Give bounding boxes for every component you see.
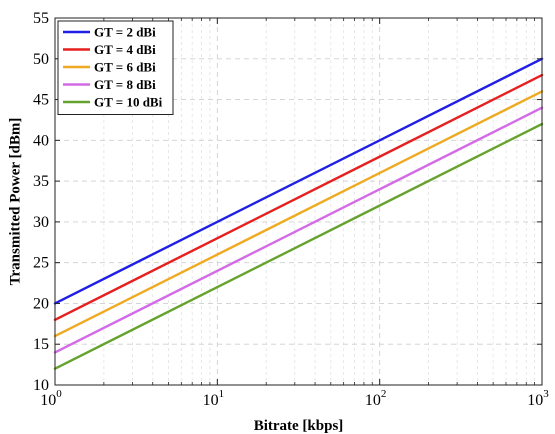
series-line [53,106,544,354]
y-tick-label: 25 [33,255,49,272]
x-axis-title: Bitrate [kbps] [254,418,344,434]
x-tick-label: 101 [203,388,225,409]
legend: GT = 2 dBi GT = 4 dBi GT = 6 dBi GT = 8 dBi… [57,20,174,115]
series-line [53,122,544,370]
legend-label: GT = 8 dBi [94,77,156,92]
x-tick-label: 100 [40,388,62,409]
legend-label: GT = 2 dBi [94,25,156,40]
plot-frame [54,17,543,386]
y-tick-label: 20 [33,295,49,312]
legend-label: GT = 10 dBi [94,95,163,110]
y-tick-label: 50 [33,51,49,68]
x-tick-label: 103 [527,388,549,409]
series-line [53,90,544,338]
y-tick-label: 15 [33,336,49,353]
series-line [53,57,544,305]
series-line [53,73,544,321]
legend-label: GT = 4 dBi [94,42,156,57]
y-axis-title: Transmitted Power [dBm] [7,118,23,286]
series-lines [53,57,544,370]
y-tick-label: 35 [33,173,49,190]
x-tick-label: 102 [365,388,387,409]
y-tick-label: 10 [33,377,49,394]
y-tick-label: 40 [33,132,49,149]
y-tick-label: 30 [33,214,49,231]
y-tick-label: 45 [33,92,49,109]
axes: 10 15 20 25 30 35 40 45 50 55 100 101 102 103 [33,10,549,409]
legend-label: GT = 6 dBi [94,60,156,75]
y-tick-label: 55 [33,10,49,27]
